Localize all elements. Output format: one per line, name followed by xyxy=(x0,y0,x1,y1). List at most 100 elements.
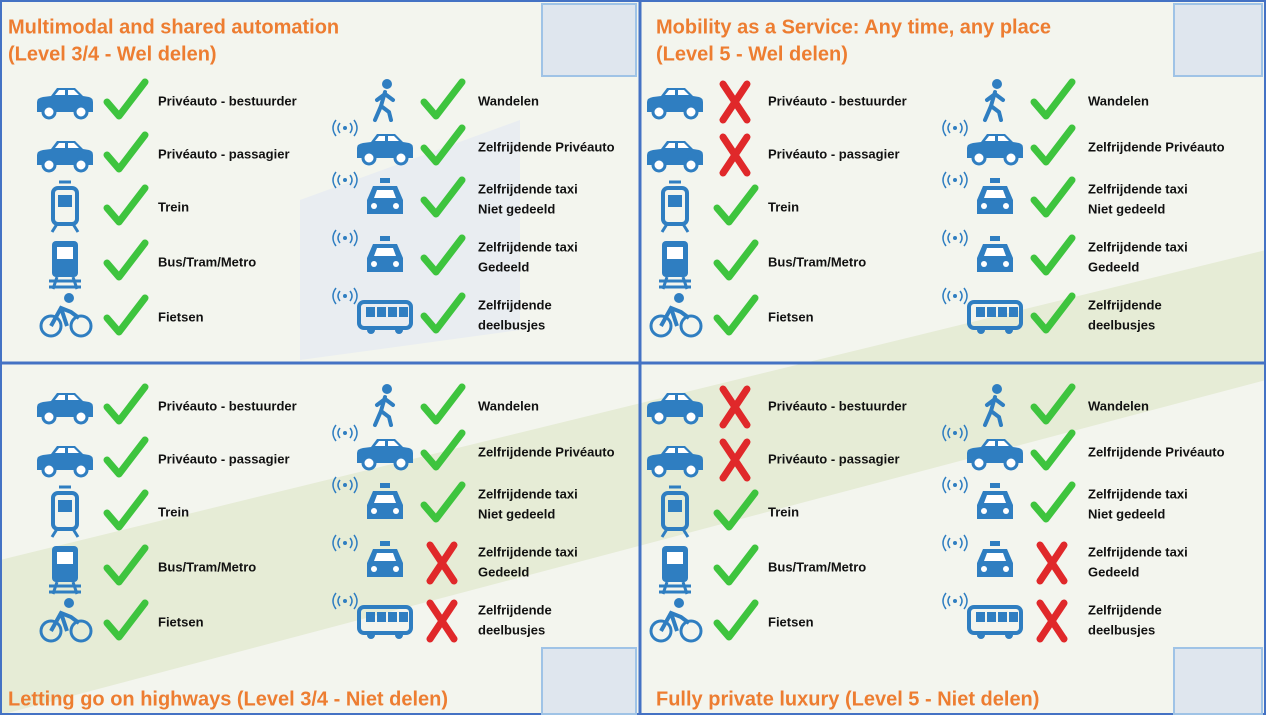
light xyxy=(1003,566,1009,572)
head xyxy=(382,79,392,89)
thumbnail xyxy=(1173,3,1263,77)
head xyxy=(674,598,684,608)
wheel xyxy=(651,157,667,173)
mode-icon xyxy=(660,180,690,233)
mode-icon xyxy=(37,141,93,173)
wifi-waves xyxy=(332,476,358,494)
wifi-waves xyxy=(942,119,968,137)
check xyxy=(420,429,466,471)
wifi-waves xyxy=(332,592,358,610)
check-mark xyxy=(420,383,466,425)
bus-window xyxy=(399,307,408,317)
wifi-waves xyxy=(942,287,968,305)
taxi-window xyxy=(984,495,1006,503)
bus-window xyxy=(377,612,386,622)
car-window xyxy=(665,143,689,148)
mode-icon xyxy=(942,592,1023,639)
check-mark xyxy=(420,78,466,120)
cross-mark xyxy=(719,438,751,482)
walker xyxy=(983,90,1005,122)
mode-icon xyxy=(37,88,93,120)
cross xyxy=(426,599,458,643)
wifi-dot xyxy=(953,294,957,298)
car-window xyxy=(665,90,689,95)
mode-label: Gedeeld xyxy=(1088,564,1139,579)
bus-window xyxy=(366,307,375,317)
head xyxy=(674,293,684,303)
mode-label: Fietsen xyxy=(158,309,204,324)
metro-window xyxy=(57,552,73,564)
head xyxy=(992,79,1002,89)
mode-label: Fietsen xyxy=(768,614,814,629)
wheel xyxy=(977,326,985,334)
mode-icon xyxy=(37,393,93,425)
mode-label: Zelfrijdende xyxy=(1088,602,1162,617)
taxi-sign xyxy=(990,236,1000,241)
mode-label: Zelfrijdende xyxy=(478,602,552,617)
mode-label: Zelfrijdende taxi xyxy=(1088,544,1188,559)
check-mark xyxy=(103,436,149,478)
mode-label: Wandelen xyxy=(478,398,539,413)
mode-icon xyxy=(647,141,703,173)
wifi-dot xyxy=(953,126,957,130)
mode-label: Privéauto - bestuurder xyxy=(768,93,907,108)
cross xyxy=(719,133,751,177)
wheel xyxy=(73,462,89,478)
mode-label: Niet gedeeld xyxy=(1088,201,1165,216)
mode-icon xyxy=(373,79,395,122)
mode-label: Wandelen xyxy=(1088,398,1149,413)
mode-icon xyxy=(332,287,413,334)
head xyxy=(64,598,74,608)
wifi-dot xyxy=(953,483,957,487)
check xyxy=(420,78,466,120)
mode-icon xyxy=(50,485,80,538)
tram-body xyxy=(661,186,689,226)
check-mark xyxy=(1030,124,1076,166)
check-mark xyxy=(420,481,466,523)
thumbnail xyxy=(541,3,637,77)
taxi-sign xyxy=(990,483,1000,488)
bus-window xyxy=(1009,307,1018,317)
mode-label: Zelfrijdende taxi xyxy=(478,181,578,196)
mode-icon xyxy=(942,229,1013,272)
cross-mark xyxy=(426,599,458,643)
taxi-window xyxy=(374,248,396,256)
check-mark xyxy=(713,239,759,281)
bus-window xyxy=(377,307,386,317)
mode-label: Zelfrijdende taxi xyxy=(478,544,578,559)
taxi-window xyxy=(984,190,1006,198)
tram-window xyxy=(668,195,682,207)
taxi-sign xyxy=(380,483,390,488)
check xyxy=(103,599,149,641)
wheel xyxy=(683,157,699,173)
mode-icon xyxy=(647,446,703,478)
car-window xyxy=(55,395,79,400)
mode-label: Privéauto - passagier xyxy=(158,451,290,466)
bus-window xyxy=(998,612,1007,622)
mode-label: Privéauto - bestuurder xyxy=(158,398,297,413)
wheel xyxy=(69,619,93,643)
light xyxy=(1003,203,1009,209)
mode-label: Privéauto - passagier xyxy=(158,146,290,161)
wifi-waves xyxy=(332,534,358,552)
wifi-dot xyxy=(343,541,347,545)
wifi-dot xyxy=(343,126,347,130)
metro-window xyxy=(57,247,73,259)
quadrant: Fully private luxury (Level 5 - Niet del… xyxy=(647,383,1225,710)
check-mark xyxy=(420,234,466,276)
wheel xyxy=(41,157,57,173)
light xyxy=(981,566,987,572)
check xyxy=(1030,292,1076,334)
wheel xyxy=(651,104,667,120)
mode-icon xyxy=(659,241,691,290)
cross-mark xyxy=(1036,541,1068,585)
light xyxy=(393,203,399,209)
check-mark xyxy=(1030,176,1076,218)
bus-body xyxy=(967,300,1023,330)
wheel xyxy=(395,326,403,334)
check-mark xyxy=(420,176,466,218)
walker xyxy=(983,395,1005,427)
cross xyxy=(1036,599,1068,643)
wheel xyxy=(651,462,667,478)
mode-label: Privéauto - bestuurder xyxy=(158,93,297,108)
